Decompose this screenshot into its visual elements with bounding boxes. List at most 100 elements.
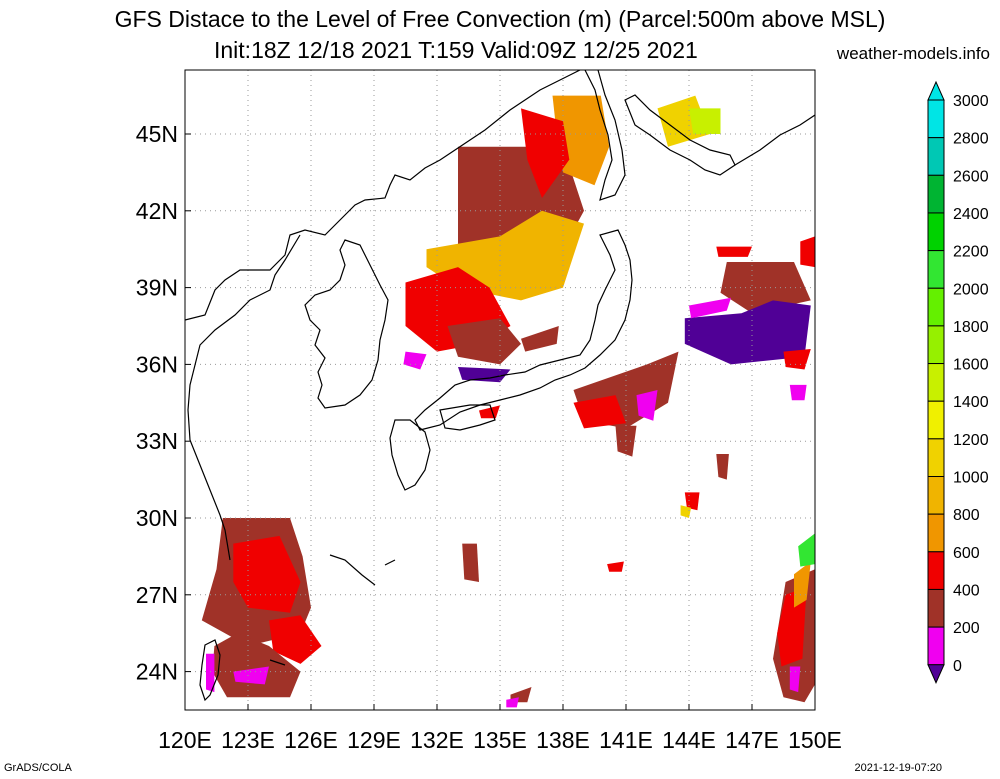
colorbar-label: 800 [953,507,980,524]
lfc-region-11 [689,108,721,134]
colorbar-swatch [927,287,945,327]
lat-tick-label: 30N [136,505,178,531]
lfc-region-25 [233,535,301,613]
colorbar-bottom-arrow [927,664,945,684]
lfc-region-8 [521,326,559,352]
colorbar-swatch [927,363,945,402]
colorbar-label: 0 [953,658,962,675]
colorbar-swatch [927,174,945,214]
lfc-region-32 [506,697,519,708]
colorbar-swatch [927,626,945,666]
lfc-region-38 [789,666,801,693]
lat-tick-label: 33N [136,428,178,454]
lfc-region-30 [462,543,479,582]
lfc-region-29 [206,653,215,693]
ryukyu-islands [269,554,396,666]
lfc-region-22 [680,505,692,518]
colorbar-label: 1600 [953,357,989,374]
lfc-region-17 [636,390,658,421]
lfc-region-20 [789,384,807,401]
footer-credit: GrADS/COLA [4,762,72,774]
lon-tick-label: 126E [284,727,338,753]
colorbar-label: 600 [953,545,980,562]
lfc-region-2 [521,108,570,198]
lon-tick-label: 144E [662,727,716,753]
colorbar-swatch [927,438,945,478]
colorbar-swatch [927,476,945,515]
taiwan-coastline [199,639,221,702]
colorbar-label: 2600 [953,168,989,185]
colorbar-label: 1400 [953,394,989,411]
lon-tick-label: 135E [473,727,527,753]
lat-tick-label: 24N [136,659,178,685]
site-credit: weather-models.info [836,44,990,63]
colorbar-label: 1200 [953,432,989,449]
lfc-region-19 [783,349,811,370]
lfc-region-14 [689,297,731,319]
colorbar-swatch [927,588,945,628]
lat-tick-label: 36N [136,351,178,377]
lfc-region-35 [777,587,807,667]
colorbar-label: 1000 [953,470,989,487]
lon-tick-label: 120E [158,727,212,753]
longitude-labels: 120E 123E 126E 129E 132E 135E 138E 141E 144E 147E… [158,727,842,753]
sakhalin-coastline [584,70,626,201]
colorbar-swatch [927,551,945,590]
colorbar-label: 3000 [953,93,989,110]
map-subtitle: Init:18Z 12/18 2021 T:159 Valid:09Z 12/2… [214,37,698,63]
lfc-region-5 [447,318,521,365]
lon-tick-label: 123E [221,727,275,753]
map-title: GFS Distace to the Level of Free Convect… [114,6,886,32]
lfc-region-33 [607,561,624,572]
colorbar-swatch [927,137,945,176]
colorbar-swatch [927,212,945,252]
colorbar-label: 2200 [953,244,989,261]
lon-tick-label: 150E [788,727,842,753]
lat-tick-label: 27N [136,582,178,608]
lfc-region-9 [479,405,500,419]
lat-tick-label: 39N [136,275,178,301]
lon-tick-label: 141E [599,727,653,753]
shikoku-coastline [439,404,496,431]
colorbar-swatch [927,250,945,289]
lfc-region-39 [800,236,815,268]
lfc-region-28 [233,666,269,685]
colorbar: 3000280026002400220020001800160014001200… [927,80,989,684]
colorbar-label: 2800 [953,131,989,148]
lat-tick-label: 45N [136,121,178,147]
colorbar-label: 2400 [953,206,989,223]
coastlines [185,70,815,702]
footer-timestamp: 2021-12-19-07:20 [854,762,942,774]
colorbar-swatch [927,400,945,440]
kurile-coastline [734,114,815,166]
graticule [184,70,816,710]
lon-tick-label: 132E [410,727,464,753]
colorbar-label: 1800 [953,319,989,336]
lfc-region-23 [716,454,729,480]
kyushu-coastline [389,419,431,491]
china-coastline [187,234,301,561]
lfc-region-27 [212,633,301,698]
lfc-region-16 [573,395,626,429]
colorbar-swatch [927,99,945,139]
colorbar-label: 400 [953,582,980,599]
colorbar-label: 200 [953,620,980,637]
latitude-labels: 45N 42N 39N 36N 33N 30N 27N 24N [136,121,178,685]
korea-coastline [304,239,389,409]
plot-frame [184,69,816,711]
asia-coastline [185,70,581,321]
lfc-field-layer [201,95,815,708]
colorbar-swatch [927,325,945,365]
honshu-coastline [414,229,633,431]
lfc-region-21 [684,492,700,511]
lfc-region-37 [798,533,815,567]
lon-tick-label: 138E [536,727,590,753]
lat-tick-label: 42N [136,198,178,224]
lon-tick-label: 129E [347,727,401,753]
lfc-region-40 [716,246,752,257]
lfc-region-7 [458,367,511,383]
lon-tick-label: 147E [725,727,779,753]
colorbar-top-arrow [927,80,945,101]
colorbar-label: 2000 [953,281,989,298]
